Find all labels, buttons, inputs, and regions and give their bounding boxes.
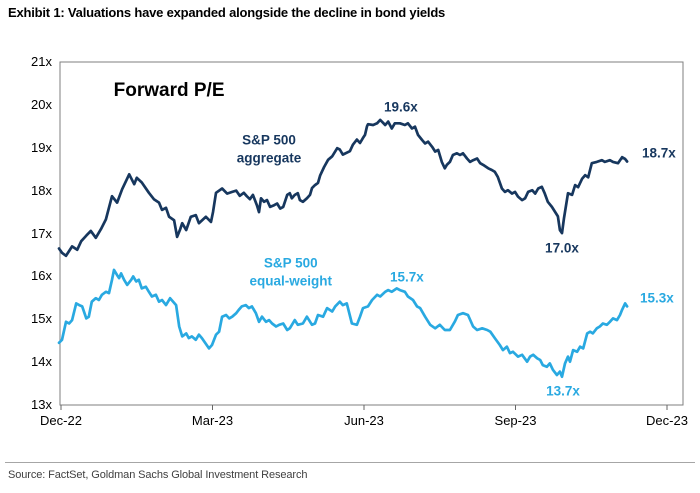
chart-area: 21x 20x 19x 18x 17x 16x 15x 14x 13x Dec-22 Mar-23 J… <box>31 54 688 428</box>
series-line-s-p-500-aggregate <box>57 118 629 258</box>
forward-pe-chart <box>57 61 684 410</box>
series-line-s-p-500-equal-weight <box>57 268 629 379</box>
exhibit-title: Exhibit 1: Valuations have expanded alon… <box>8 5 446 20</box>
plot-border <box>59 61 684 406</box>
footer-divider <box>5 462 695 463</box>
source-text: Source: FactSet, Goldman Sachs Global In… <box>8 469 308 481</box>
